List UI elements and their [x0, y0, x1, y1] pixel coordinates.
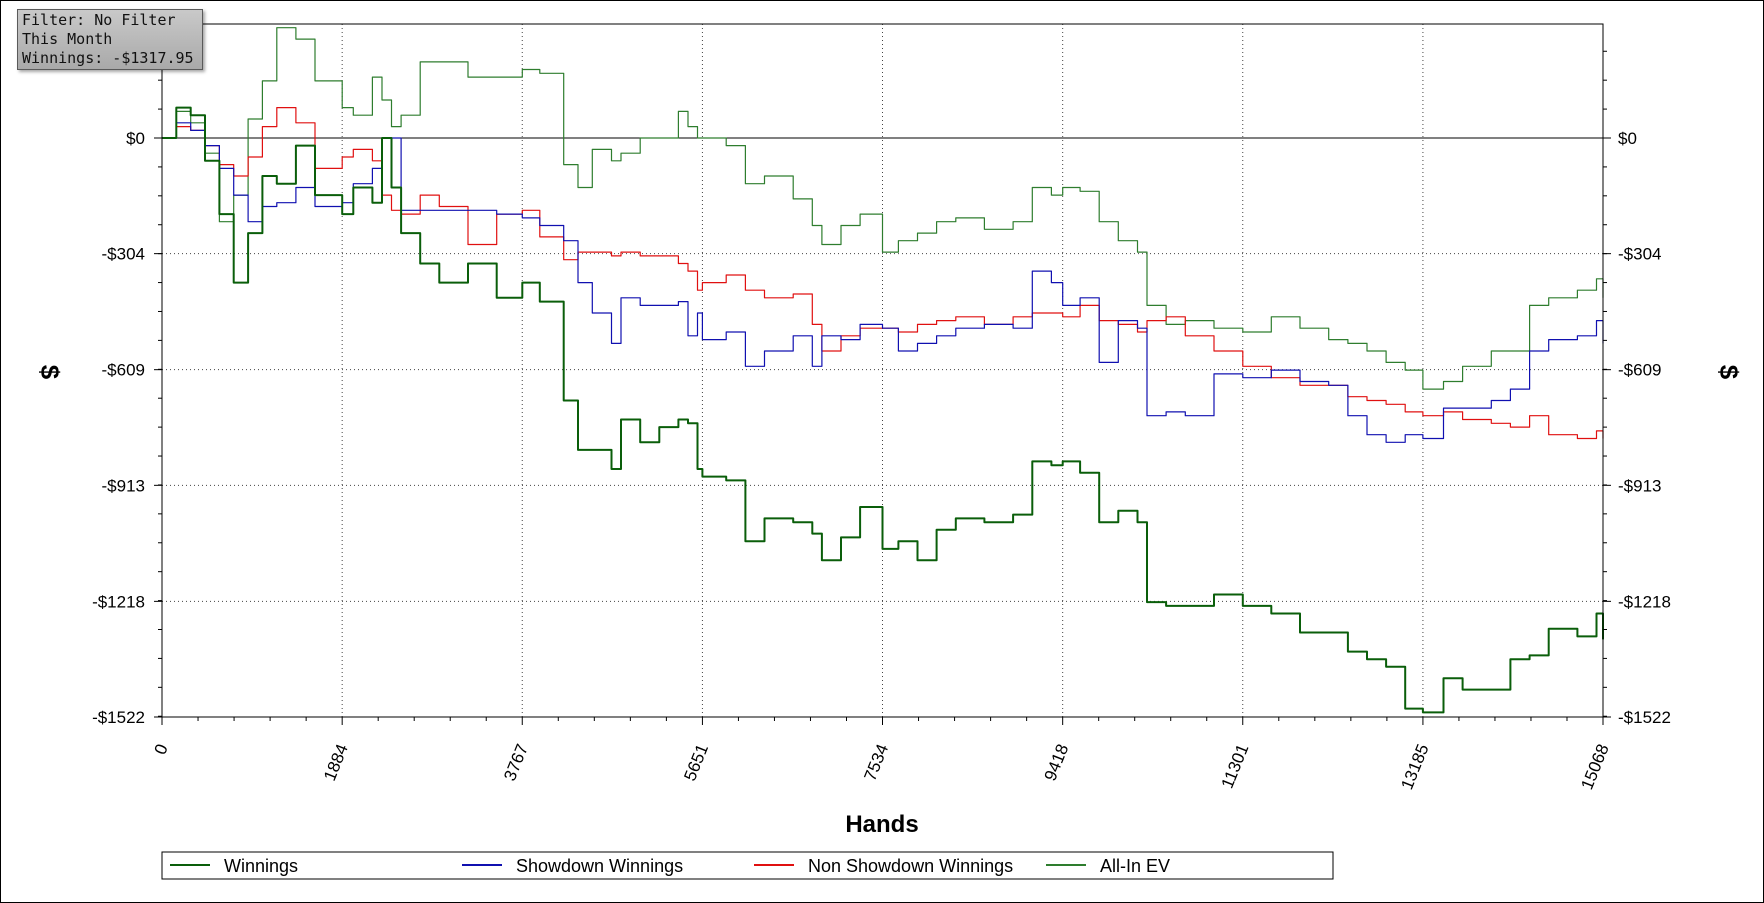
x-tick-label: 11301 — [1218, 741, 1253, 791]
legend-label-all-in-ev: All-In EV — [1100, 856, 1170, 876]
period-label: This Month — [22, 30, 113, 48]
grid-lines — [162, 24, 1603, 718]
series-line-winnings — [162, 106, 1604, 714]
filter-info-box: Filter: No Filter This Month Winnings: -… — [17, 9, 203, 70]
filter-label: Filter: No Filter — [22, 11, 176, 29]
y-tick-label-right: -$1522 — [1618, 708, 1671, 727]
series-line-non-showdown-winnings — [162, 107, 1604, 440]
y-tick-label-left: -$913 — [102, 476, 145, 495]
legend-label-winnings: Winnings — [224, 856, 298, 876]
y-tick-label-right: $0 — [1618, 129, 1637, 148]
legend-label-non-showdown-winnings: Non Showdown Winnings — [808, 856, 1013, 876]
y-tick-label-left: -$1218 — [92, 592, 145, 611]
legend: Winnings Showdown Winnings Non Showdown Wi… — [161, 851, 1334, 880]
x-tick-label: 7534 — [860, 741, 892, 783]
y-tick-label-left: -$609 — [102, 361, 145, 380]
tick-labels: $0 $0 -$304 -$304 -$609 -$609 -$913 -$913 -$1218… — [92, 129, 1671, 792]
y-tick-label-left: -$304 — [102, 245, 145, 264]
y-tick-label-left: $0 — [126, 129, 145, 148]
winnings-total: Winnings: -$1317.95 — [22, 49, 194, 67]
x-tick-label: 9418 — [1041, 741, 1073, 783]
x-tick-label: 13185 — [1397, 741, 1432, 792]
x-tick-label: 1884 — [320, 741, 352, 783]
y-axis-title-right: $ — [1714, 365, 1744, 380]
x-tick-label: 0 — [151, 741, 172, 757]
y-tick-label-right: -$1218 — [1618, 592, 1671, 611]
x-axis-title: Hands — [845, 811, 918, 838]
series-line-showdown-winnings — [162, 122, 1604, 443]
x-tick-label: 15068 — [1577, 741, 1612, 792]
legend-label-showdown-winnings: Showdown Winnings — [516, 856, 683, 876]
y-tick-label-right: -$609 — [1618, 361, 1661, 380]
y-tick-label-right: -$304 — [1618, 245, 1661, 264]
y-tick-label-right: -$913 — [1618, 476, 1661, 495]
series-line-all-in-ev — [162, 27, 1604, 390]
x-tick-label: 5651 — [680, 741, 712, 783]
y-axis-title-left: $ — [35, 365, 65, 380]
axis-ticks — [154, 50, 1611, 725]
x-tick-label: 3767 — [500, 741, 532, 783]
plot-area-border — [161, 23, 1604, 718]
legend-box — [161, 851, 1334, 880]
y-tick-label-left: -$1522 — [92, 708, 145, 727]
series-lines — [162, 27, 1604, 714]
